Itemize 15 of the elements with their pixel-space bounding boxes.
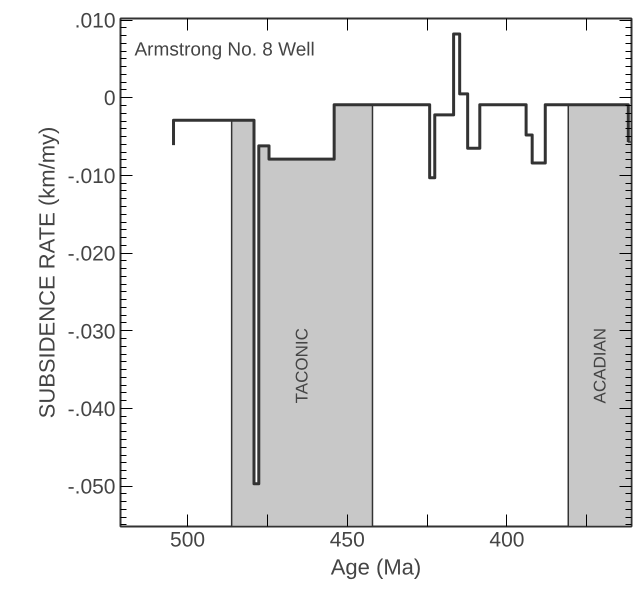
- y-tick-label: -.050: [68, 476, 116, 499]
- y-tick-label: 0: [104, 87, 116, 110]
- x-axis-title: Age (Ma): [330, 554, 422, 580]
- y-axis-title: SUBSIDENCE RATE (km/my): [34, 126, 60, 418]
- band-label: ACADIAN: [590, 328, 610, 404]
- y-tick-label: -.010: [68, 164, 116, 188]
- annotation: Armstrong No. 8 Well: [134, 40, 315, 60]
- y-tick-label: -.020: [68, 242, 116, 266]
- x-tick-label: 500: [170, 528, 206, 552]
- y-tick-label: -.040: [68, 398, 116, 421]
- x-tick-label: 450: [330, 528, 365, 552]
- x-tick-label: 400: [489, 528, 524, 552]
- y-tick-label: .010: [74, 10, 116, 33]
- band-label: TACONIC: [292, 328, 312, 404]
- y-tick-label: -.030: [68, 320, 116, 344]
